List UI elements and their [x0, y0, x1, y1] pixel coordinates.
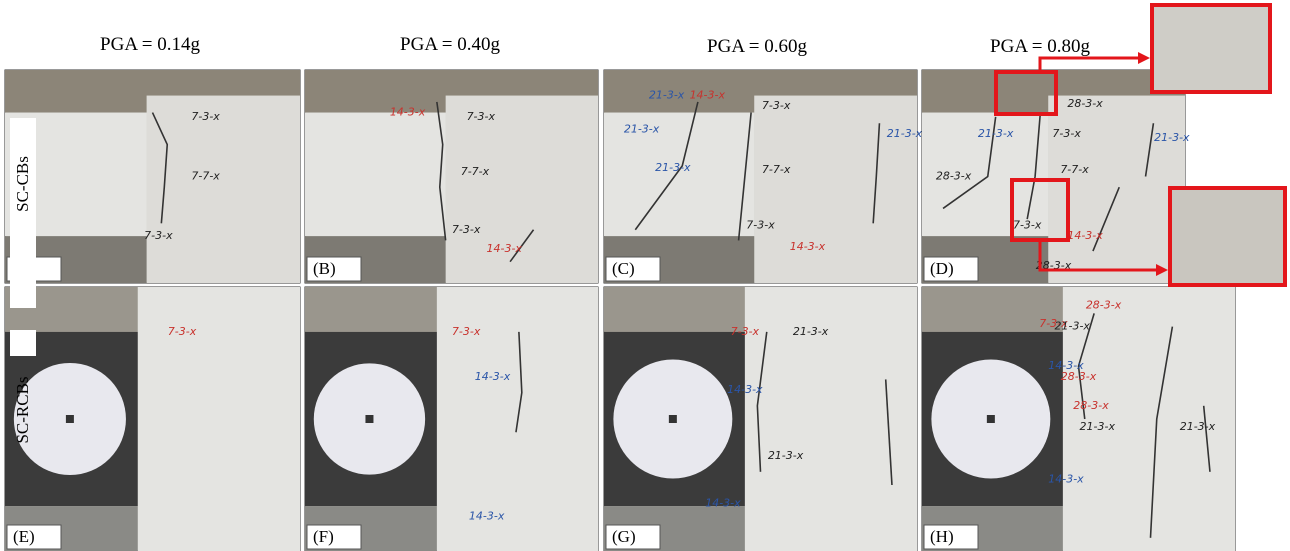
arrow-head — [1138, 52, 1150, 64]
crack-note: 7-3-x — [168, 325, 197, 338]
crack-note: 21-3-x — [624, 123, 660, 136]
photo-panel: 21-3-x 14-3-x 7-3-x 21-3-x 7-7-x 21-3-x 21-3-x… — [604, 70, 923, 283]
row-label: SC-CBs — [13, 156, 32, 212]
target-center — [669, 415, 677, 423]
panels: 7-3-x7-7-x7-3-x(A)14-3-x7-3-x7-7-x7-3-x1… — [5, 70, 1235, 551]
crack-note: 14-3-x — [705, 496, 741, 509]
panel-label: (D) — [930, 259, 954, 278]
crack-note: 7-3-x — [191, 110, 220, 123]
photo-panel: 28-3-x7-3-x21-3-x14-3-x28-3-x28-3-x21-3-… — [922, 287, 1235, 551]
column-header: PGA = 0.14g — [100, 34, 200, 55]
crack-note: 28-3-x — [1067, 97, 1103, 110]
crack-note: 21-3-x — [793, 325, 829, 338]
crack-note: 7-7-x — [1060, 163, 1089, 176]
crack-note: 14-3-x — [690, 89, 726, 102]
photo-panel: 14-3-x 7-3-x 7-7-x 7-3-x 14-3-x (B) — [305, 70, 598, 283]
crack-note: 14-3-x — [469, 510, 505, 523]
crack-note: 7-3-x — [1052, 127, 1081, 140]
target-center — [66, 415, 74, 423]
upper-background — [305, 287, 452, 332]
column — [147, 96, 300, 283]
crack-note: 7-3-x — [452, 325, 481, 338]
figure: PGA = 0.14g PGA = 0.40g PGA = 0.60g PGA … — [0, 0, 1290, 551]
column — [754, 96, 917, 283]
crack-note: 14-3-x — [390, 106, 426, 119]
column — [745, 287, 917, 551]
crack-note: 7-3-x — [452, 223, 481, 236]
inset-photo — [1152, 5, 1270, 92]
crack-note: 21-3-x — [649, 89, 685, 102]
crack-note: 14-3-x — [1048, 473, 1084, 486]
crack-note: 28-3-x — [1086, 298, 1122, 311]
column-header: PGA = 0.40g — [400, 34, 500, 55]
panel-label: (H) — [930, 527, 954, 546]
crack-note: 21-3-x — [1154, 131, 1190, 144]
crack-note: 21-3-x — [887, 127, 923, 140]
crack-note: 14-3-x — [1067, 229, 1103, 242]
row-label-box — [10, 330, 36, 356]
crack-note: 7-3-x — [762, 99, 791, 112]
photo-panel: 7-3-x (E) — [5, 287, 300, 551]
crack-note: 28-3-x — [1061, 370, 1097, 383]
crack-note: 14-3-x — [727, 383, 763, 396]
crack-note: 14-3-x — [487, 242, 523, 255]
crack-note: 14-3-x — [790, 240, 826, 253]
crack-note: 21-3-x — [655, 161, 691, 174]
panel-label: (G) — [612, 527, 636, 546]
crack-note: 28-3-x — [1073, 399, 1109, 412]
panel-label: (F) — [313, 527, 334, 546]
row-label: SC-RCBs — [13, 376, 32, 443]
crack-note: 7-3-x — [467, 110, 496, 123]
crack-note: 7-7-x — [461, 165, 490, 178]
crack-note: 7-3-x — [731, 325, 760, 338]
photo-panel: 7-3-x7-7-x7-3-x(A) — [5, 70, 300, 283]
row-label-box — [10, 118, 36, 308]
crack-note: 28-3-x — [936, 170, 972, 183]
panel-label: (E) — [13, 527, 35, 546]
crack-note: 7-7-x — [191, 170, 220, 183]
crack-note: 7-7-x — [762, 163, 791, 176]
target-center — [987, 415, 995, 423]
crack-note: 21-3-x — [1055, 320, 1091, 333]
target-center — [365, 415, 373, 423]
crack-note: 7-3-x — [144, 229, 173, 242]
crack-note: 21-3-x — [1180, 420, 1216, 433]
photo-panel: 7-3-x 21-3-x 14-3-x 21-3-x 14-3-x (G) — [604, 287, 917, 551]
crack-note: 21-3-x — [1080, 420, 1116, 433]
crack-note: 21-3-x — [978, 127, 1014, 140]
inset-photo — [1170, 188, 1285, 285]
column-header: PGA = 0.60g — [707, 36, 807, 57]
column-header: PGA = 0.80g — [990, 36, 1090, 57]
panel-label: (B) — [313, 259, 336, 278]
crack-note: 7-3-x — [746, 218, 775, 231]
beam — [305, 113, 446, 237]
crack-note: 14-3-x — [475, 370, 511, 383]
panel-label: (C) — [612, 259, 635, 278]
column — [138, 287, 300, 551]
crack-note: 21-3-x — [768, 449, 804, 462]
photo-panel: 7-3-x 14-3-x 14-3-x (F) — [305, 287, 598, 551]
crack-note: 7-3-x — [1013, 218, 1042, 231]
